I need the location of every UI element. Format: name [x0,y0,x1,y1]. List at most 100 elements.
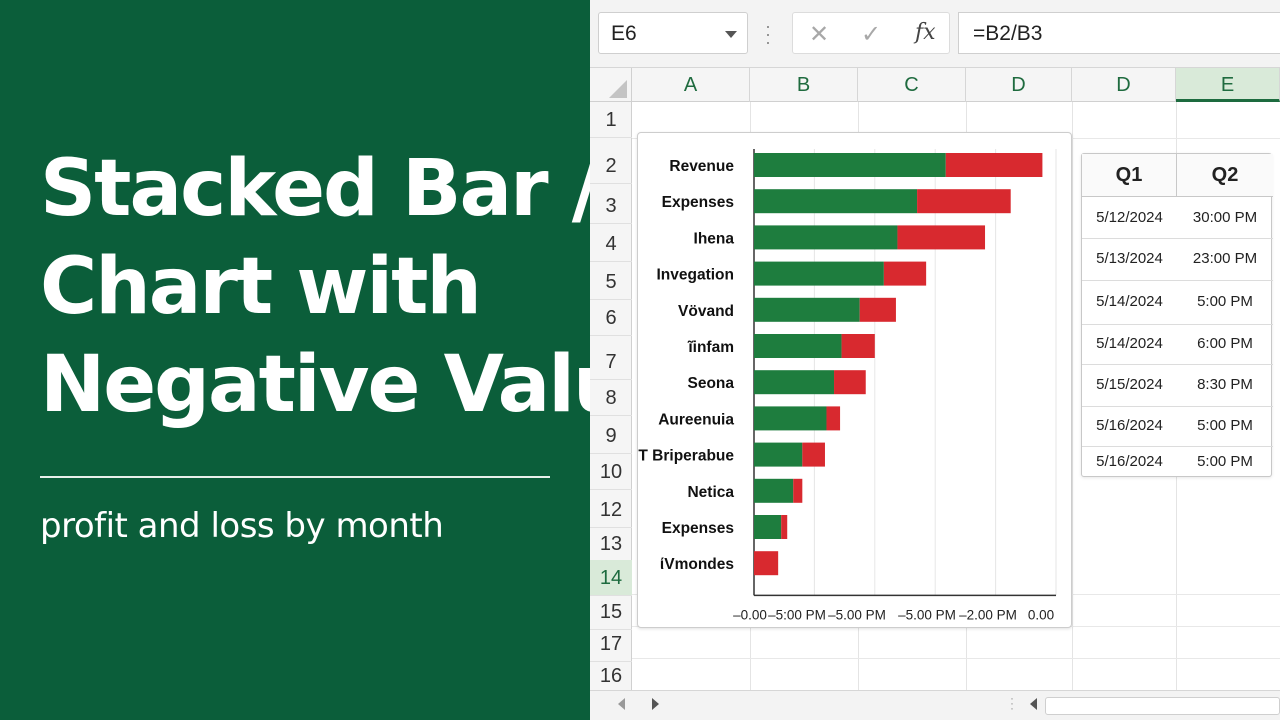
table-cell-q2[interactable]: 8:30 PM [1197,376,1253,393]
table-cell-q2[interactable]: 5:00 PM [1197,453,1253,470]
category-label: Expenses [662,520,734,537]
category-label: Invegation [656,267,734,284]
scroll-right-icon[interactable] [652,698,659,710]
sheet-navigation-bar: · · · [590,690,1280,720]
row-header[interactable]: 13 [590,526,632,562]
title-line-1: Stacked Bar / [40,144,600,234]
bar-segment-green[interactable] [754,478,794,503]
bar-segment-red[interactable] [754,551,779,576]
table-cell-q1[interactable]: 5/16/2024 [1096,453,1163,470]
table-cell-q1[interactable]: 5/15/2024 [1096,376,1163,393]
bar-segment-red[interactable] [859,297,896,322]
formula-buttons: ✕ ✓ fx [792,12,950,54]
row-header[interactable]: 16 [590,658,632,694]
bar-segment-red[interactable] [897,225,986,250]
name-box-value: E6 [611,22,637,45]
table-cell-q1[interactable]: 5/14/2024 [1096,293,1163,310]
column-header-d[interactable]: D [966,68,1072,102]
column-header-e[interactable]: E [1176,68,1280,102]
title-panel: Stacked Bar / Chart with Negative Values… [0,0,724,720]
bar-segment-green[interactable] [754,442,803,467]
bar-segment-red[interactable] [781,515,788,539]
bar-segment-green[interactable] [754,153,946,177]
table-row-divider [1082,324,1273,325]
table-cell-q2[interactable]: 30:00 PM [1192,209,1258,226]
table-row-divider [1082,364,1273,365]
table-header-q2[interactable]: Q2 [1177,154,1273,197]
vertical-dots-icon[interactable]: · · · [765,16,771,52]
bar-segment-red[interactable] [841,334,875,358]
table-cell-q1[interactable]: 5/14/2024 [1096,335,1163,352]
bar-segment-red[interactable] [917,189,1011,214]
row-header-selected[interactable]: 14 [590,560,632,596]
row-header[interactable]: 2 [590,148,632,184]
table-cell-q2[interactable]: 23:00 PM [1192,250,1258,267]
row-header[interactable]: 7 [590,344,632,380]
column-header-a[interactable]: A [632,68,750,102]
bar-segment-red[interactable] [793,478,803,503]
row-header[interactable]: 12 [590,492,632,528]
chevron-down-icon[interactable] [725,31,737,38]
fx-icon[interactable]: fx [915,20,936,45]
x-tick-label: –0.00 [733,607,767,622]
column-headers: A B C D D E [590,68,1280,102]
x-tick-label: –5.00 PM [898,607,956,622]
bar-segment-red[interactable] [826,406,841,431]
category-label: Expenses [662,194,734,211]
row-header[interactable]: 9 [590,418,632,454]
table-header-q1[interactable]: Q1 [1082,154,1177,197]
name-box[interactable]: E6 [598,12,748,54]
row-header[interactable]: 8 [590,380,632,416]
bar-segment-green[interactable] [754,370,835,395]
table-cell-q1[interactable]: 5/12/2024 [1096,209,1163,226]
check-icon[interactable]: ✓ [861,21,882,48]
row-header[interactable]: 5 [590,264,632,300]
table-cell-q1[interactable]: 5/13/2024 [1096,250,1163,267]
column-header-b[interactable]: B [750,68,858,102]
stacked-bar-chart[interactable]: Revenue Expenses Ihena Invegation Vövand ĩinf… [637,132,1072,628]
page-subtitle: profit and loss by month [40,506,444,546]
column-header-d-2[interactable]: D [1072,68,1176,102]
bar-segment-green[interactable] [754,406,827,431]
title-line-2: Chart with [40,242,482,332]
column-header-c[interactable]: C [858,68,966,102]
row-header[interactable]: 17 [590,626,632,662]
x-tick-label: –2.00 PM [959,607,1017,622]
table-cell-q2[interactable]: 6:00 PM [1197,335,1253,352]
table-cell-q2[interactable]: 5:00 PM [1197,417,1253,434]
bar-segment-green[interactable] [754,261,884,286]
bar-segment-red[interactable] [945,153,1043,177]
bar-segment-red[interactable] [834,370,866,395]
bar-segment-red[interactable] [883,261,927,286]
category-label: Revenue [669,158,734,175]
row-header[interactable]: 15 [590,594,632,630]
select-all-corner[interactable] [590,68,632,102]
table-row-divider [1082,406,1273,407]
close-icon[interactable]: ✕ [809,21,830,48]
table-cell-q2[interactable]: 5:00 PM [1197,293,1253,310]
category-label: ĩinfam [687,339,734,356]
bar-segment-green[interactable] [754,515,782,539]
bar-segment-green[interactable] [754,189,918,214]
row-header[interactable]: 4 [590,226,632,262]
vertical-dots-icon[interactable]: · · · [1010,691,1014,715]
bar-segment-red[interactable] [802,442,825,467]
scroll-left-icon[interactable] [618,698,625,710]
grid-line [1072,102,1073,690]
category-label: Netica [687,484,734,501]
row-header[interactable]: 10 [590,454,632,490]
bar-segment-green[interactable] [754,225,898,250]
grid-line [632,658,1280,659]
page-title: Stacked Bar / Chart with Negative Values [40,144,724,444]
category-label: Ihena [694,230,735,247]
horizontal-scrollbar[interactable] [1045,697,1280,715]
row-header[interactable]: 6 [590,300,632,336]
bar-segment-green[interactable] [754,334,842,358]
scroll-left-icon[interactable] [1030,698,1037,710]
table-cell-q1[interactable]: 5/16/2024 [1096,417,1163,434]
row-header[interactable]: 3 [590,188,632,224]
category-label: Vövand [678,303,734,320]
formula-input[interactable]: =B2/B3 [958,12,1280,54]
bar-segment-green[interactable] [754,297,860,322]
row-header[interactable]: 1 [590,102,632,138]
